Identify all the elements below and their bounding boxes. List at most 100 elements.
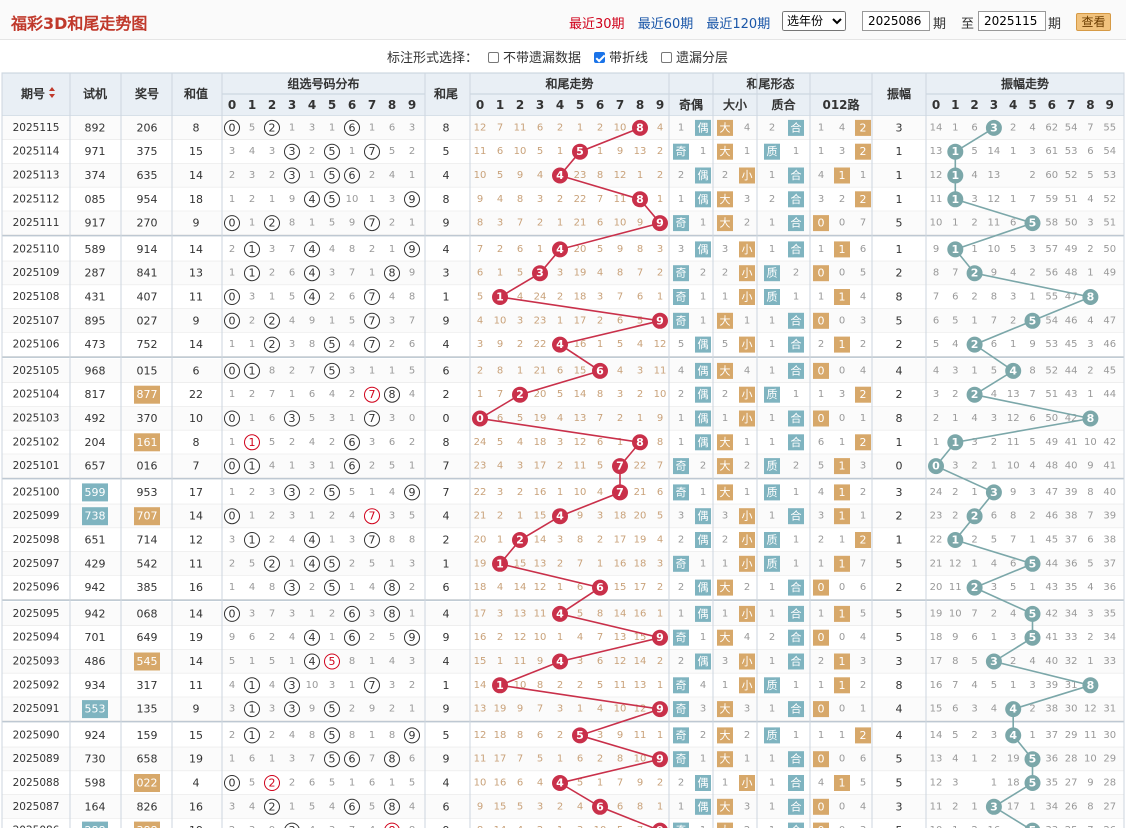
amp-omission: 2 [1010,122,1016,133]
group-omission: 5 [389,632,395,643]
trend-omission: 11 [474,754,487,765]
range-to-input[interactable] [978,11,1046,31]
sort-up-icon[interactable] [49,87,55,91]
shape-omission: 1 [700,558,706,569]
group-omission: 8 [389,535,395,546]
odd-tag-label: 奇 [676,217,687,230]
amp-omission: 12 [988,194,1001,205]
link-last-60[interactable]: 最近60期 [637,17,694,32]
group-ball [304,191,320,208]
table-row [2,261,1124,286]
shape-omission: 2 [793,268,799,279]
award-number: 752 [137,338,158,351]
big-tag [717,191,733,208]
amplitude-value: 1 [896,145,903,158]
composite-tag-label: 合 [791,752,802,766]
trend-omission: 7 [497,389,503,400]
amp-omission: 9 [1029,339,1035,350]
option-trend-line[interactable]: 带折线 [594,47,648,66]
option-no-omission[interactable]: 不带遗漏数据 [488,47,581,66]
group-ball-digit: 3 [289,486,296,499]
year-select[interactable]: 选年份 [782,11,846,31]
even-tag [695,605,711,622]
amp-ball [985,484,1002,501]
shape-omission: 1 [769,339,775,350]
big-tag-label: 大 [720,799,731,813]
group-omission: 8 [409,825,415,828]
trend-omission: 5 [517,413,523,424]
trend-omission: 4 [497,582,503,593]
award-number: 027 [137,314,158,327]
header-group-digit: 2 [268,98,276,112]
amplitude-value: 3 [896,121,903,134]
query-button[interactable]: 查看 [1076,13,1111,31]
group-omission: 5 [349,487,355,498]
route-tag-label: 0 [818,581,825,594]
amp-omission: 7 [952,268,958,279]
amp-omission: 6 [1010,218,1016,229]
group-ball [244,532,260,548]
shape-omission: 2 [678,170,684,181]
trend-omission: 6 [557,365,563,376]
link-last-120[interactable]: 最近120期 [706,17,771,32]
checkbox-icon[interactable] [488,52,499,63]
group-omission: 1 [249,339,255,350]
group-omission: 6 [369,778,375,789]
trend-omission: 10 [614,218,627,229]
amp-omission: 13 [930,146,943,157]
range-from-input[interactable] [862,11,930,31]
group-ball [344,167,360,184]
group-ball [364,410,380,427]
route-tag-label: 0 [818,703,825,716]
option-omission-layer[interactable]: 遗漏分层 [661,47,728,66]
shape-omission: 3 [722,511,728,522]
composite-tag [788,336,804,353]
period-number: 2025108 [13,291,60,303]
odd-tag-label: 奇 [676,314,687,327]
sort-down-icon[interactable] [49,94,55,98]
trend-omission: 19 [494,704,507,715]
route-tag-label: 0 [818,800,825,813]
even-tag-label: 偶 [698,364,709,377]
shape-omission: 6 [860,244,866,255]
composite-tag-label: 合 [791,776,802,790]
trend-omission: 3 [637,365,643,376]
amplitude-value: 5 [896,777,903,790]
trend-omission: 8 [597,170,603,181]
trend-omission: 7 [597,413,603,424]
small-tag [739,241,755,258]
group-ball-digit: 7 [369,679,376,692]
amp-omission: 18 [1007,778,1020,789]
trial-number: 971 [85,145,106,158]
checkbox-icon[interactable] [661,52,672,63]
trend-omission: 10 [574,487,587,498]
group-ball-digit: 6 [349,121,356,134]
trend-omission: 1 [497,535,503,546]
award-number: 015 [137,364,158,377]
group-omission: 5 [329,218,335,229]
group-omission: 3 [289,511,295,522]
trend-omission: 4 [637,339,643,350]
table-row [2,308,1124,333]
group-omission: 1 [249,413,255,424]
group-omission: 1 [229,194,235,205]
tail-ball [652,629,668,646]
amp-omission: 37 [1045,730,1058,741]
trend-omission: 7 [477,244,483,255]
checkbox-checked-icon[interactable] [594,52,605,63]
composite-tag-label: 合 [791,702,802,716]
trend-omission: 13 [574,413,587,424]
trend-omission: 13 [634,146,647,157]
route-tag [834,336,850,353]
link-last-30[interactable]: 最近30期 [569,17,625,32]
group-ball-digit: 5 [329,703,336,716]
amp-omission: 35 [1065,582,1078,593]
period-number: 2025095 [13,608,60,620]
trend-omission: 6 [537,730,543,741]
trend-omission: 11 [534,608,547,619]
amp-omission: 10 [1084,754,1097,765]
amp-ball-digit: 2 [971,581,979,594]
group-ball [344,434,360,451]
trend-omission: 7 [517,754,523,765]
tail-ball [552,167,568,184]
